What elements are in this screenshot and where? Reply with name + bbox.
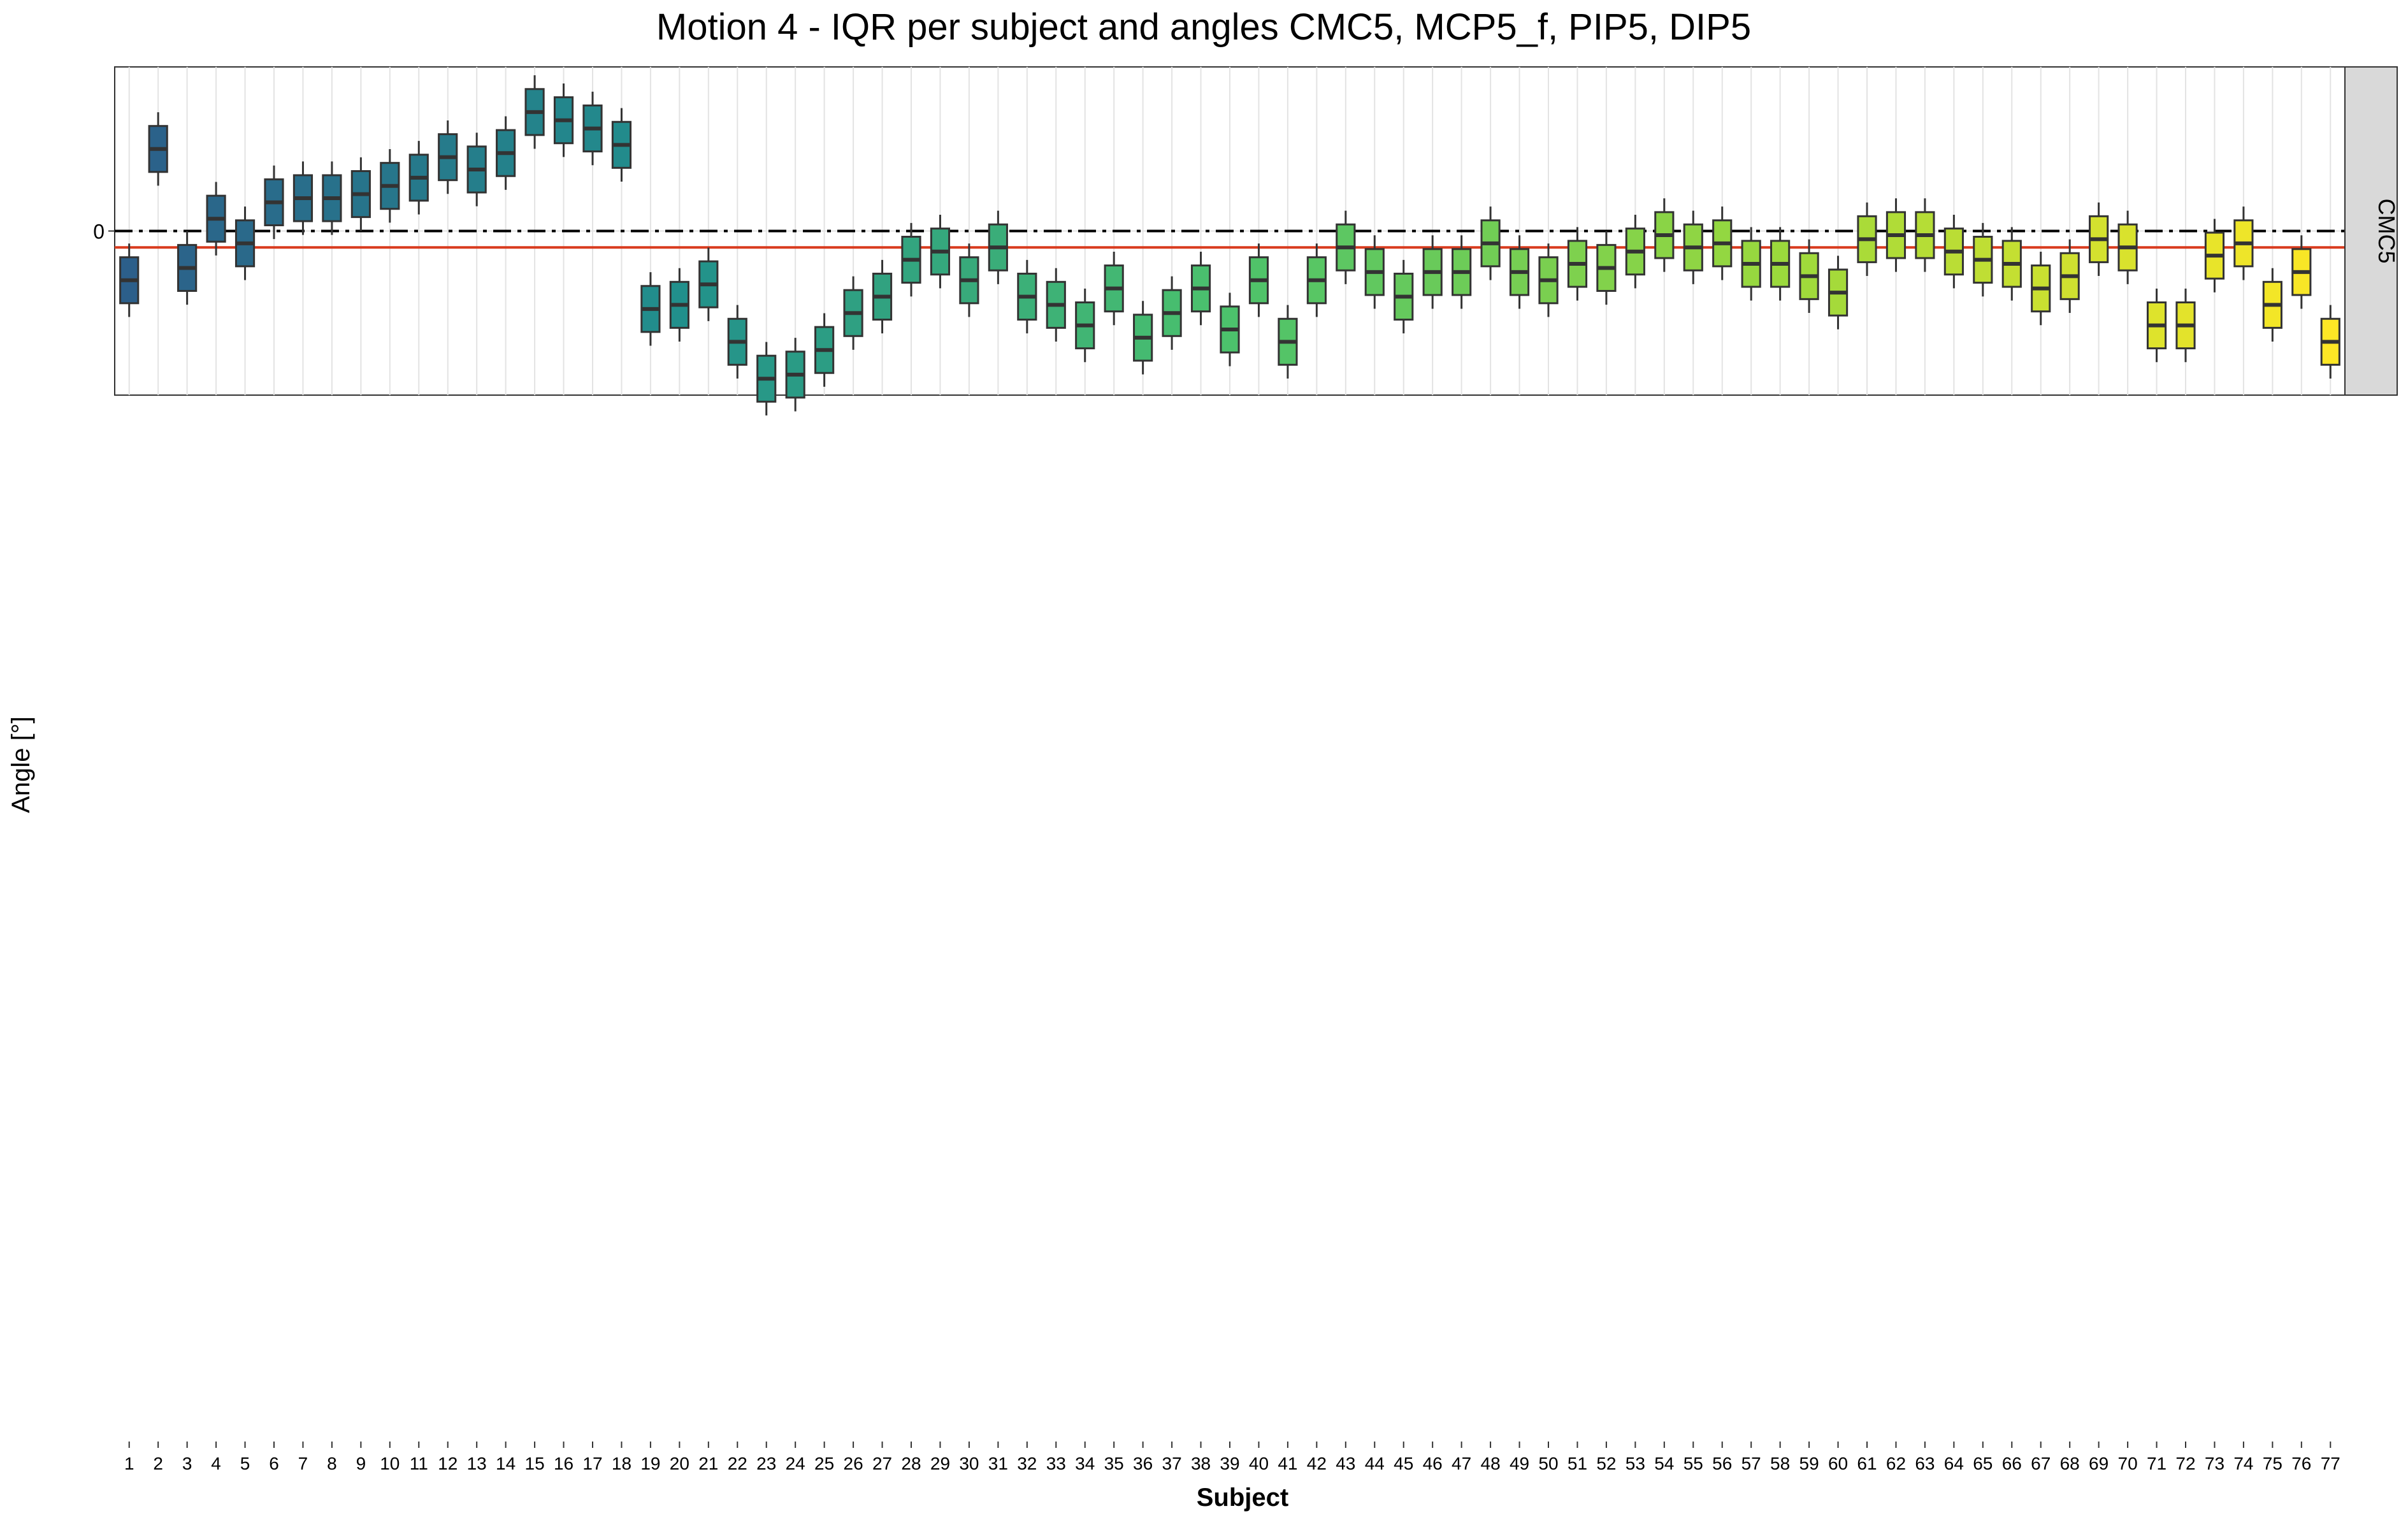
x-tick-label: 64 <box>1944 1454 1964 1473</box>
x-tick-label: 41 <box>1278 1454 1297 1473</box>
x-tick-label: 75 <box>2263 1454 2282 1473</box>
x-tick-label: 13 <box>467 1454 487 1473</box>
x-tick-label: 16 <box>554 1454 573 1473</box>
x-tick-label: 53 <box>1626 1454 1645 1473</box>
x-tick-label: 44 <box>1365 1454 1385 1473</box>
x-tick-label: 63 <box>1915 1454 1935 1473</box>
x-tick-label: 62 <box>1886 1454 1906 1473</box>
x-tick-label: 24 <box>786 1454 805 1473</box>
x-tick-label: 29 <box>930 1454 950 1473</box>
x-tick-label: 10 <box>380 1454 400 1473</box>
x-tick-label: 20 <box>670 1454 689 1473</box>
x-tick-label: 46 <box>1423 1454 1443 1473</box>
y-tick-label: 0 <box>93 220 105 243</box>
x-tick-label: 34 <box>1075 1454 1095 1473</box>
x-tick-label: 36 <box>1133 1454 1153 1473</box>
x-tick-label: 21 <box>698 1454 718 1473</box>
x-tick-label: 4 <box>211 1454 221 1473</box>
x-tick-label: 73 <box>2205 1454 2224 1473</box>
x-tick-label: 38 <box>1191 1454 1211 1473</box>
x-tick-label: 61 <box>1857 1454 1877 1473</box>
x-tick-label: 37 <box>1162 1454 1182 1473</box>
x-tick-label: 43 <box>1336 1454 1355 1473</box>
x-tick-label: 8 <box>327 1454 337 1473</box>
facet-strip <box>2344 66 2398 396</box>
x-tick-label: 32 <box>1017 1454 1037 1473</box>
x-tick-label: 58 <box>1770 1454 1790 1473</box>
x-tick-label: 19 <box>640 1454 660 1473</box>
x-tick-label: 67 <box>2031 1454 2051 1473</box>
x-tick-label: 48 <box>1481 1454 1501 1473</box>
x-tick-label: 35 <box>1104 1454 1124 1473</box>
x-tick-label: 42 <box>1307 1454 1327 1473</box>
x-tick-label: 49 <box>1510 1454 1529 1473</box>
x-tick-label: 54 <box>1654 1454 1674 1473</box>
x-tick-label: 40 <box>1249 1454 1269 1473</box>
x-tick-label: 57 <box>1741 1454 1761 1473</box>
x-tick-label: 74 <box>2233 1454 2253 1473</box>
x-tick-label: 56 <box>1712 1454 1732 1473</box>
x-tick-label: 9 <box>356 1454 366 1473</box>
x-tick-label: 14 <box>496 1454 515 1473</box>
panel-cmc5: 0 CMC5 <box>93 66 2400 416</box>
facet-label: CMC5 <box>2374 198 2400 263</box>
y-axis-label: Angle [°] <box>7 716 35 813</box>
x-tick-label: 25 <box>814 1454 834 1473</box>
x-tick-label: 68 <box>2060 1454 2080 1473</box>
x-tick-label: 28 <box>901 1454 921 1473</box>
x-tick-label: 31 <box>988 1454 1008 1473</box>
x-tick-label: 45 <box>1394 1454 1413 1473</box>
x-tick-label: 69 <box>2089 1454 2109 1473</box>
x-tick-label: 47 <box>1452 1454 1471 1473</box>
x-tick-label: 52 <box>1596 1454 1616 1473</box>
x-tick-label: 26 <box>844 1454 863 1473</box>
x-tick-label: 77 <box>2321 1454 2340 1473</box>
x-tick-label: 17 <box>582 1454 602 1473</box>
x-tick-label: 11 <box>410 1454 428 1473</box>
x-tick-label: 50 <box>1538 1454 1558 1473</box>
x-tick-label: 5 <box>240 1454 250 1473</box>
x-tick-label: 2 <box>153 1454 163 1473</box>
x-tick-label: 27 <box>872 1454 892 1473</box>
x-tick-label: 15 <box>525 1454 545 1473</box>
x-tick-label: 30 <box>959 1454 979 1473</box>
x-tick-label: 18 <box>612 1454 631 1473</box>
x-tick-label: 51 <box>1568 1454 1587 1473</box>
x-tick-label: 72 <box>2175 1454 2195 1473</box>
x-tick-label: 1 <box>124 1454 134 1473</box>
x-axis-label: Subject <box>1197 1484 1288 1512</box>
x-tick-label: 33 <box>1046 1454 1066 1473</box>
x-tick-label: 60 <box>1828 1454 1848 1473</box>
x-tick-label: 7 <box>298 1454 308 1473</box>
x-tick-label: 66 <box>2002 1454 2022 1473</box>
x-tick-label: 6 <box>269 1454 279 1473</box>
x-tick-label: 39 <box>1220 1454 1239 1473</box>
x-tick-label: 76 <box>2291 1454 2311 1473</box>
x-tick-label: 65 <box>1973 1454 1993 1473</box>
x-tick-label: 23 <box>756 1454 776 1473</box>
x-tick-label: 71 <box>2147 1454 2166 1473</box>
x-tick-label: 59 <box>1799 1454 1819 1473</box>
x-tick-label: 22 <box>728 1454 747 1473</box>
x-tick-label: 70 <box>2118 1454 2138 1473</box>
x-tick-label: 55 <box>1683 1454 1703 1473</box>
chart-title: Motion 4 - IQR per subject and angles CM… <box>656 6 1751 48</box>
x-tick-label: 3 <box>182 1454 192 1473</box>
x-tick-label: 12 <box>438 1454 458 1473</box>
